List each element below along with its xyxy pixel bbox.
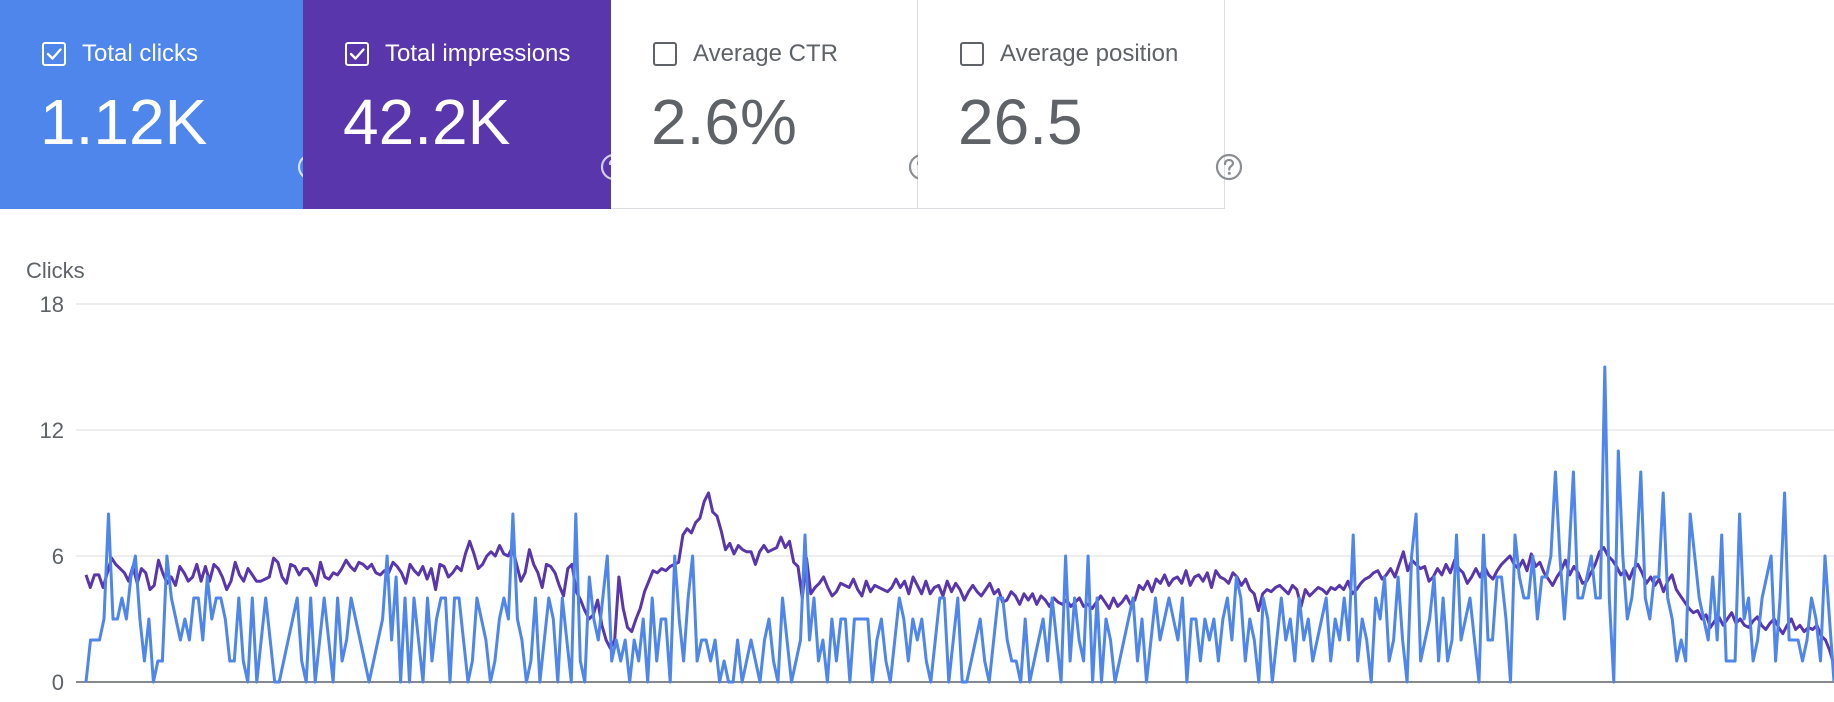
- y-tick-label: 18: [40, 292, 64, 317]
- series-line-total-clicks[interactable]: [84, 365, 1834, 684]
- help-circle-icon[interactable]: [1214, 152, 1244, 182]
- y-tick-label: 6: [52, 544, 64, 569]
- y-tick-label: 0: [52, 670, 64, 695]
- metric-card-average-position[interactable]: Average position 26.5: [918, 0, 1243, 209]
- series-line-total-impressions[interactable]: [84, 491, 1834, 666]
- performance-chart: Clicks 0 6 12 18: [26, 258, 1834, 695]
- checkbox-icon[interactable]: [960, 42, 984, 66]
- metric-value: 2.6%: [651, 86, 797, 158]
- checkbox-icon[interactable]: [42, 42, 66, 66]
- metric-value: 26.5: [958, 86, 1083, 158]
- metric-card-total-impressions[interactable]: Total impressions 42.2K: [303, 0, 628, 209]
- metric-value: 1.12K: [40, 86, 208, 158]
- y-axis-label: Clicks: [26, 258, 85, 283]
- metric-label: Average position: [1000, 40, 1179, 67]
- checkbox-icon[interactable]: [345, 42, 369, 66]
- metric-label: Average CTR: [693, 40, 838, 67]
- metric-label: Total clicks: [82, 40, 199, 67]
- checkbox-icon[interactable]: [653, 42, 677, 66]
- metric-card-average-ctr[interactable]: Average CTR 2.6%: [611, 0, 936, 209]
- y-tick-label: 12: [40, 418, 64, 443]
- metric-card-total-clicks[interactable]: Total clicks 1.12K: [0, 0, 325, 209]
- metric-label: Total impressions: [385, 40, 571, 67]
- metric-value: 42.2K: [343, 86, 511, 158]
